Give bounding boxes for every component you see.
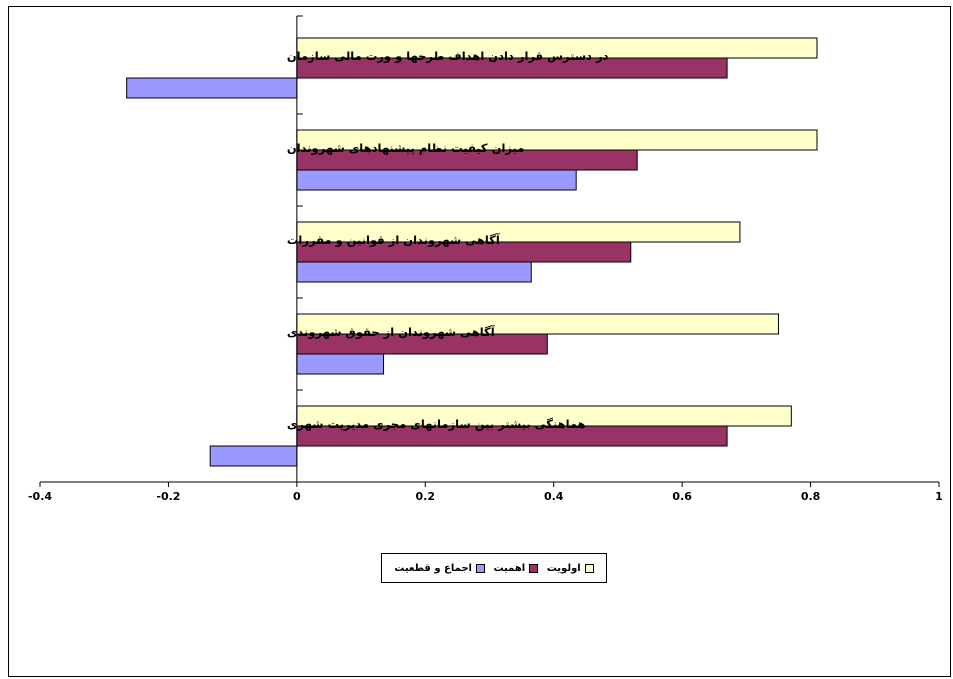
bar-series2-cat1 [296, 169, 577, 191]
legend-label-importance: اهمیت [493, 562, 526, 574]
legend-item-priority: اولویت [547, 563, 594, 574]
legend-item-importance: اهمیت [493, 562, 539, 574]
x-tick-label: 0.8 [801, 490, 821, 503]
category-label: هماهنگی بیشتر بین سازمانهای مجری مدیریت … [287, 417, 586, 431]
x-tick-label: 0.2 [416, 490, 436, 503]
chart-frame: -0.4 -0.2 0 0.2 0.4 0.6 0.8 1 در دسترس قرار دادن… [8, 6, 951, 677]
legend-swatch-consensus [475, 563, 485, 573]
category-label: در دسترس قرار دادن اهداف طرحها و ورت مال… [287, 49, 609, 64]
bar-series2-cat2 [296, 261, 532, 283]
legend-swatch-importance [529, 563, 539, 573]
labels-group: -0.4 -0.2 0 0.2 0.4 0.6 0.8 1 در دسترس قرار دادن… [28, 49, 943, 503]
category-label: آگاهی شهروندان از حقوق شهروندی [287, 325, 496, 340]
x-tick-label: 0 [293, 490, 301, 503]
bar-series2-cat3 [296, 353, 385, 375]
legend: اولویت اهمیت اجماع و قطعیت [381, 553, 607, 583]
legend-item-consensus: اجماع و قطعیت [394, 563, 485, 574]
bars-group [126, 37, 818, 467]
legend-label-priority: اولویت [546, 562, 581, 574]
x-tick-label: 0.6 [672, 490, 692, 503]
category-label: میزان کیفیت نظام پیشنهادهای شهروندان [287, 141, 525, 156]
x-tick-label: -0.4 [28, 490, 52, 503]
bar-series2-cat0 [126, 77, 298, 99]
axes-group [39, 15, 940, 487]
category-label: آگاهی شهروندان از قوانین و مقررات [287, 233, 501, 248]
x-tick-label: -0.2 [156, 490, 180, 503]
bar-series2-cat4 [209, 445, 298, 467]
legend-label-consensus: اجماع و قطعیت [394, 562, 472, 574]
legend-swatch-priority [584, 563, 594, 573]
x-tick-label: 0.4 [544, 490, 564, 503]
x-tick-label: 1 [935, 490, 943, 503]
bar-chart: -0.4 -0.2 0 0.2 0.4 0.6 0.8 1 در دسترس قرار دادن… [28, 15, 943, 503]
